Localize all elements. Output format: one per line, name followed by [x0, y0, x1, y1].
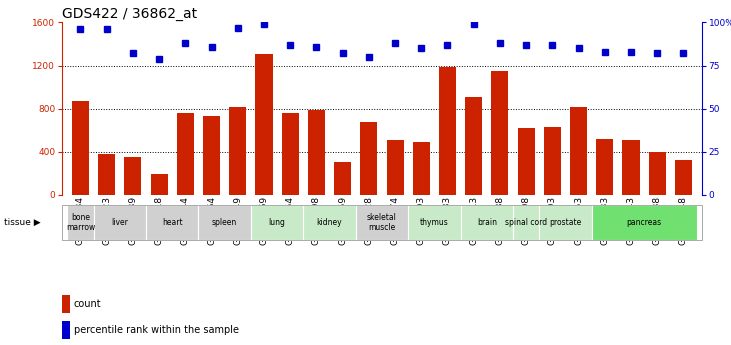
Text: brain: brain [477, 218, 497, 227]
Bar [255, 54, 273, 195]
Bar [67, 205, 94, 240]
Bar [177, 113, 194, 195]
Bar [281, 113, 299, 195]
Bar [203, 116, 220, 195]
Bar [94, 205, 146, 240]
Bar [408, 205, 461, 240]
Bar [623, 140, 640, 195]
Bar [461, 205, 513, 240]
Bar [544, 127, 561, 195]
Bar [198, 205, 251, 240]
Bar [308, 110, 325, 195]
Bar [596, 139, 613, 195]
Bar [62, 321, 70, 339]
Bar [334, 161, 351, 195]
Bar [146, 205, 198, 240]
Bar [439, 67, 456, 195]
Text: thymus: thymus [420, 218, 449, 227]
Bar [491, 71, 509, 195]
Bar [387, 140, 404, 195]
Text: bone
marrow: bone marrow [66, 213, 95, 232]
Bar [72, 101, 89, 195]
Bar [413, 142, 430, 195]
Bar [62, 295, 70, 313]
Bar [251, 205, 303, 240]
Bar [356, 205, 408, 240]
Bar [360, 121, 377, 195]
Bar [675, 160, 692, 195]
Text: count: count [74, 299, 102, 309]
Bar [570, 107, 587, 195]
Text: kidney: kidney [317, 218, 342, 227]
Text: skeletal
muscle: skeletal muscle [367, 213, 397, 232]
Bar [98, 154, 115, 195]
Bar [648, 152, 666, 195]
Text: spinal cord: spinal cord [505, 218, 548, 227]
Bar [303, 205, 356, 240]
Text: lung: lung [269, 218, 286, 227]
Text: tissue ▶: tissue ▶ [4, 218, 40, 227]
Bar [513, 205, 539, 240]
Text: spleen: spleen [212, 218, 238, 227]
Text: GDS422 / 36862_at: GDS422 / 36862_at [62, 7, 197, 21]
Bar [591, 205, 697, 240]
Text: percentile rank within the sample: percentile rank within the sample [74, 325, 238, 335]
Bar [124, 157, 141, 195]
Bar [465, 97, 482, 195]
Bar [518, 128, 534, 195]
Bar [230, 107, 246, 195]
Bar [539, 205, 591, 240]
Text: heart: heart [162, 218, 183, 227]
Text: liver: liver [111, 218, 128, 227]
Text: pancreas: pancreas [626, 218, 662, 227]
Bar [151, 174, 167, 195]
Text: prostate: prostate [549, 218, 582, 227]
